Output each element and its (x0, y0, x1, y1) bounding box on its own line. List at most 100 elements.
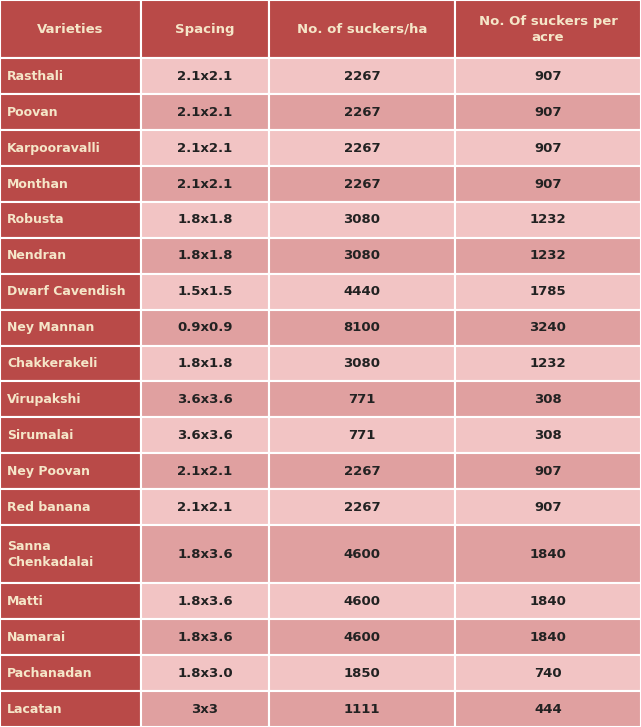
Bar (269, 619, 455, 655)
Text: Matti: Matti (7, 595, 44, 608)
Bar (269, 202, 455, 238)
Bar (0, 417, 141, 453)
Bar (455, 0, 641, 58)
Bar (269, 310, 455, 345)
Text: 907: 907 (534, 465, 562, 478)
Text: 907: 907 (534, 501, 562, 513)
Bar (141, 417, 269, 453)
Text: 2.1x2.1: 2.1x2.1 (178, 106, 233, 119)
Bar (269, 345, 455, 382)
Text: Spacing: Spacing (175, 23, 235, 36)
Text: 771: 771 (348, 429, 376, 442)
Text: 2267: 2267 (344, 501, 380, 513)
Bar (141, 691, 269, 727)
Text: Dwarf Cavendish: Dwarf Cavendish (7, 285, 126, 298)
Text: 3x3: 3x3 (192, 702, 219, 715)
Bar (269, 489, 455, 525)
Text: 4600: 4600 (344, 595, 381, 608)
Text: 1.5x1.5: 1.5x1.5 (178, 285, 233, 298)
Text: Sirumalai: Sirumalai (7, 429, 73, 442)
Text: 2.1x2.1: 2.1x2.1 (178, 142, 233, 155)
Text: 2.1x2.1: 2.1x2.1 (178, 465, 233, 478)
Text: 1.8x3.0: 1.8x3.0 (177, 667, 233, 680)
Bar (269, 655, 455, 691)
Text: 1.8x3.6: 1.8x3.6 (177, 547, 233, 561)
Text: 308: 308 (534, 393, 562, 406)
Bar (455, 274, 641, 310)
Bar (269, 417, 455, 453)
Text: 3240: 3240 (529, 321, 567, 334)
Bar (455, 655, 641, 691)
Text: Karpooravalli: Karpooravalli (7, 142, 101, 155)
Bar (141, 489, 269, 525)
Text: 907: 907 (534, 106, 562, 119)
Bar (141, 345, 269, 382)
Text: 907: 907 (534, 142, 562, 155)
Text: 1.8x1.8: 1.8x1.8 (178, 357, 233, 370)
Text: 4440: 4440 (344, 285, 381, 298)
Bar (455, 166, 641, 202)
Bar (455, 238, 641, 274)
Text: 1.8x1.8: 1.8x1.8 (178, 249, 233, 262)
Text: 444: 444 (534, 702, 562, 715)
Bar (141, 382, 269, 417)
Bar (0, 691, 141, 727)
Bar (269, 584, 455, 619)
Text: 1.8x3.6: 1.8x3.6 (177, 631, 233, 644)
Bar (0, 382, 141, 417)
Text: 3.6x3.6: 3.6x3.6 (177, 429, 233, 442)
Text: 1232: 1232 (529, 214, 566, 226)
Text: 2267: 2267 (344, 70, 380, 83)
Text: 3080: 3080 (344, 249, 381, 262)
Text: Varieties: Varieties (37, 23, 104, 36)
Text: Robusta: Robusta (7, 214, 65, 226)
Bar (269, 382, 455, 417)
Text: 2267: 2267 (344, 177, 380, 190)
Bar (141, 453, 269, 489)
Bar (455, 58, 641, 95)
Text: 3.6x3.6: 3.6x3.6 (177, 393, 233, 406)
Bar (141, 130, 269, 166)
Text: 1840: 1840 (529, 631, 567, 644)
Text: 3080: 3080 (344, 357, 381, 370)
Text: 1.8x3.6: 1.8x3.6 (177, 595, 233, 608)
Bar (455, 584, 641, 619)
Bar (0, 345, 141, 382)
Text: 907: 907 (534, 177, 562, 190)
Bar (0, 453, 141, 489)
Bar (141, 655, 269, 691)
Bar (269, 238, 455, 274)
Text: 8100: 8100 (344, 321, 381, 334)
Text: 3080: 3080 (344, 214, 381, 226)
Text: 1232: 1232 (529, 249, 566, 262)
Text: 1.8x1.8: 1.8x1.8 (178, 214, 233, 226)
Text: 1785: 1785 (529, 285, 566, 298)
Bar (0, 584, 141, 619)
Text: 2267: 2267 (344, 465, 380, 478)
Bar (0, 166, 141, 202)
Bar (455, 310, 641, 345)
Text: 2267: 2267 (344, 106, 380, 119)
Text: 2.1x2.1: 2.1x2.1 (178, 177, 233, 190)
Bar (269, 130, 455, 166)
Bar (0, 130, 141, 166)
Bar (455, 489, 641, 525)
Text: 4600: 4600 (344, 631, 381, 644)
Text: 2.1x2.1: 2.1x2.1 (178, 70, 233, 83)
Bar (455, 691, 641, 727)
Bar (0, 655, 141, 691)
Text: Monthan: Monthan (7, 177, 69, 190)
Bar (455, 130, 641, 166)
Bar (269, 0, 455, 58)
Bar (0, 0, 141, 58)
Bar (0, 310, 141, 345)
Bar (269, 453, 455, 489)
Text: Lacatan: Lacatan (7, 702, 63, 715)
Text: 740: 740 (534, 667, 562, 680)
Bar (455, 619, 641, 655)
Text: Chakkerakeli: Chakkerakeli (7, 357, 97, 370)
Bar (269, 525, 455, 584)
Bar (0, 238, 141, 274)
Text: Ney Mannan: Ney Mannan (7, 321, 94, 334)
Bar (269, 95, 455, 130)
